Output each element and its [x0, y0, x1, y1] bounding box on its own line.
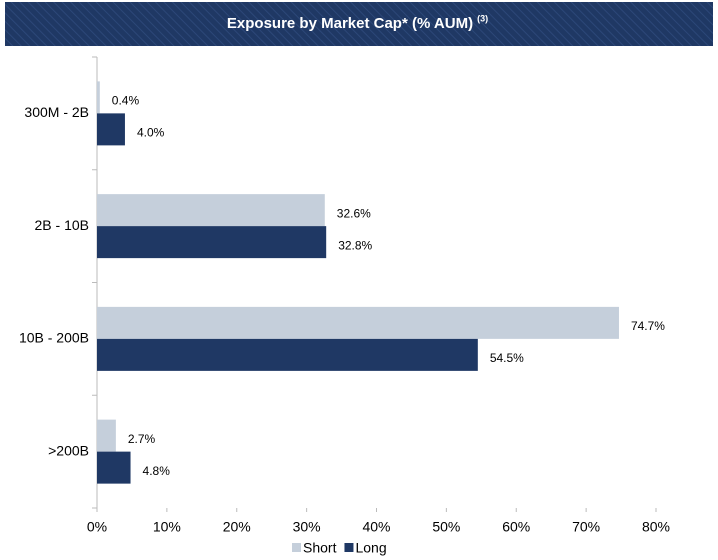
bar	[97, 419, 116, 452]
value-label: 4.0%	[137, 126, 165, 140]
y-tick-label: 10B - 200B	[19, 330, 89, 346]
value-label: 2.7%	[128, 432, 156, 446]
x-tick-label: 50%	[432, 519, 460, 535]
value-label: 74.7%	[631, 319, 665, 333]
x-tick-label: 0%	[87, 519, 107, 535]
bar	[97, 226, 327, 259]
y-tick-label: 300M - 2B	[24, 104, 89, 120]
y-tick-label: >200B	[48, 442, 89, 458]
x-tick-label: 60%	[502, 519, 530, 535]
bar	[97, 194, 325, 227]
value-label: 4.8%	[143, 464, 171, 478]
x-tick-label: 10%	[153, 519, 181, 535]
value-label: 0.4%	[112, 94, 140, 108]
y-tick-label: 2B - 10B	[35, 217, 89, 233]
legend-swatch	[292, 543, 301, 552]
x-tick-label: 40%	[362, 519, 390, 535]
legend-label: Short	[303, 540, 337, 556]
bar	[97, 338, 478, 371]
value-label: 54.5%	[490, 351, 524, 365]
legend-label: Long	[355, 540, 386, 556]
chart-title: Exposure by Market Cap* (% AUM)	[227, 15, 473, 32]
title-note: (3)	[477, 13, 488, 23]
value-label: 32.6%	[337, 206, 371, 220]
x-tick-label: 80%	[642, 519, 670, 535]
x-tick-label: 30%	[293, 519, 321, 535]
x-tick-label: 20%	[223, 519, 251, 535]
value-label: 32.8%	[338, 238, 372, 252]
bar	[97, 81, 100, 114]
bar	[97, 113, 125, 146]
x-tick-label: 70%	[572, 519, 600, 535]
bar	[97, 451, 131, 484]
bar	[97, 306, 619, 339]
legend-swatch	[344, 543, 354, 552]
title-band	[5, 2, 713, 46]
